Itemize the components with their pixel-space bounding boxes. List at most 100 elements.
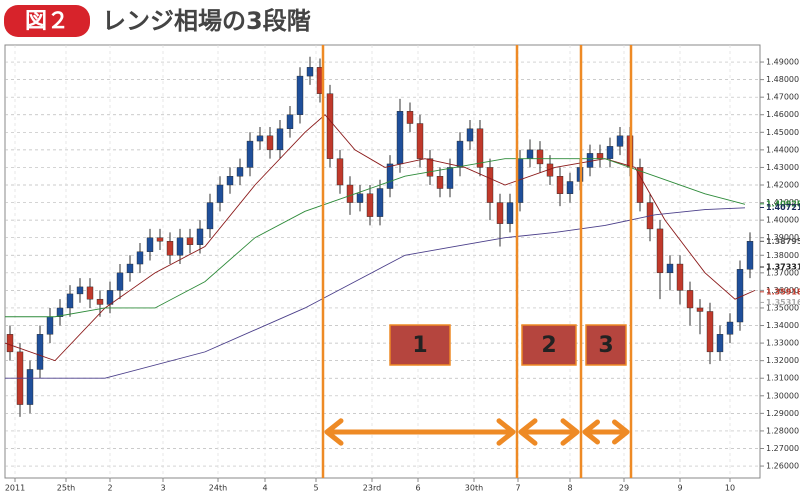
y-tick-label: 1.47000 xyxy=(766,93,799,102)
candle-body xyxy=(226,176,234,186)
region-label: 2 xyxy=(541,333,556,358)
candle-body xyxy=(476,128,484,168)
y-tick-label: 1.31000 xyxy=(766,374,799,383)
y-tick-label: 1.38000 xyxy=(766,251,799,260)
price-tag: 1.40721 xyxy=(766,203,800,212)
candle-body xyxy=(686,290,694,309)
y-tick-label: 1.35000 xyxy=(766,303,799,312)
price-tag: 1.35918 xyxy=(766,287,800,296)
y-tick-label: 1.30000 xyxy=(766,391,799,400)
candle-body xyxy=(256,135,264,142)
candle-body xyxy=(86,286,94,300)
y-tick-label: 1.27000 xyxy=(766,444,799,453)
region-label: 1 xyxy=(412,333,427,358)
moving-average xyxy=(5,207,746,379)
moving-average xyxy=(4,114,756,362)
candle-body xyxy=(676,263,684,291)
candle-body xyxy=(206,202,214,230)
candle-body xyxy=(696,307,704,312)
candle-body xyxy=(366,193,374,217)
candle-body xyxy=(216,184,224,203)
candle-body xyxy=(556,176,564,194)
candle-body xyxy=(276,128,284,151)
x-tick-label: 10 xyxy=(725,484,735,493)
candle-body xyxy=(586,153,594,168)
candle-body xyxy=(136,251,144,265)
candle-body xyxy=(296,75,304,115)
candle-body xyxy=(176,237,184,256)
price-tag: 1.37331 xyxy=(766,263,800,272)
candle-body xyxy=(306,67,314,77)
x-tick-label: 23rd xyxy=(363,484,381,493)
candle-body xyxy=(566,181,574,194)
x-tick-label: 24th xyxy=(209,484,227,493)
x-tick-label: 9 xyxy=(677,484,682,493)
candle-body xyxy=(596,153,604,159)
candle-body xyxy=(486,167,494,203)
candle-body xyxy=(76,286,84,295)
candle-body xyxy=(106,290,114,305)
region-box xyxy=(389,324,451,366)
x-tick-label: 30th xyxy=(465,484,483,493)
candle-body xyxy=(716,334,724,353)
candle-body xyxy=(6,334,14,353)
y-tick-label: 1.46000 xyxy=(766,110,799,119)
y-tick-label: 1.41000 xyxy=(766,198,799,207)
candle-body xyxy=(326,93,334,159)
candle-body xyxy=(636,167,644,203)
x-tick-label: 29 xyxy=(619,484,629,493)
y-tick-label: 1.49000 xyxy=(766,58,799,67)
candle-body xyxy=(236,167,244,177)
candle-body xyxy=(606,146,614,159)
chart-title: レンジ相場の3段階 xyxy=(102,7,311,35)
y-tick-label: 1.42000 xyxy=(766,181,799,190)
y-tick-label: 1.32000 xyxy=(766,356,799,365)
candle-body xyxy=(346,184,354,203)
region-arrow xyxy=(324,418,516,446)
candle-body xyxy=(46,316,54,335)
candle-body xyxy=(426,158,434,177)
y-tick-label: 1.28000 xyxy=(766,426,799,435)
candle-body xyxy=(126,263,134,274)
candle-body xyxy=(66,293,74,309)
candle-body xyxy=(436,176,444,189)
candle-body xyxy=(656,228,664,274)
y-tick-label: 1.29000 xyxy=(766,409,799,418)
x-tick-label: 5 xyxy=(313,484,318,493)
badge-bg xyxy=(4,5,90,37)
region-arrow xyxy=(582,419,630,445)
candle-body xyxy=(456,140,464,168)
y-tick-label: 1.45000 xyxy=(766,128,799,137)
candle-body xyxy=(156,237,164,242)
candle-body xyxy=(56,307,64,317)
candle-body xyxy=(386,163,394,189)
x-tick-label: 2011 xyxy=(5,484,25,493)
candle-body xyxy=(26,369,34,405)
candle-body xyxy=(96,298,104,305)
x-tick-label: 25th xyxy=(57,484,75,493)
y-tick-label: 1.34000 xyxy=(766,321,799,330)
y-tick-label: 1.40000 xyxy=(766,216,799,225)
candle-body xyxy=(616,135,624,147)
candle-body xyxy=(146,237,154,252)
y-tick-label: 1.33000 xyxy=(766,339,799,348)
y-tick-label: 1.37000 xyxy=(766,268,799,277)
candle-body xyxy=(536,149,544,165)
candle-body xyxy=(666,263,674,274)
x-tick-label: 4 xyxy=(262,484,267,493)
y-tick-label: 1.44000 xyxy=(766,145,799,154)
candle-body xyxy=(356,193,364,203)
candle-body xyxy=(416,123,424,159)
candle-body xyxy=(526,149,534,159)
candle-body xyxy=(746,241,754,270)
x-tick-label: 7 xyxy=(515,484,520,493)
y-tick-label: 1.39000 xyxy=(766,233,799,242)
x-tick-label: 3 xyxy=(160,484,165,493)
badge: 図２ xyxy=(25,9,69,34)
candle-body xyxy=(726,321,734,335)
region-label: 3 xyxy=(598,333,613,358)
candle-body xyxy=(186,237,194,245)
x-tick-label: 8 xyxy=(567,484,572,493)
candle-body xyxy=(446,167,454,189)
